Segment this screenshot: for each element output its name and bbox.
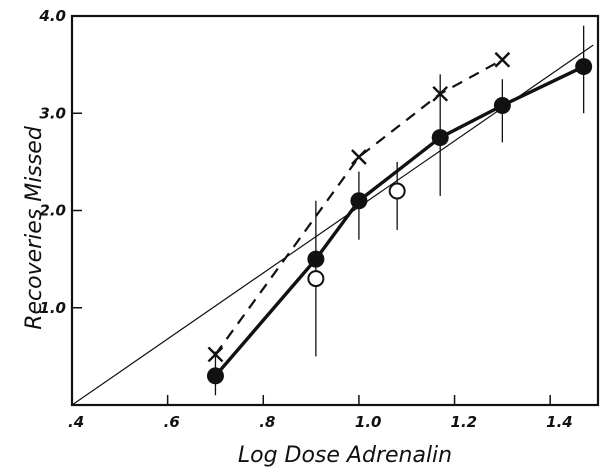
cross-point: [351, 149, 367, 165]
series-layer: [206, 51, 593, 385]
filled-circle-point: [493, 96, 511, 114]
cross-stroke: [351, 149, 367, 165]
cross-point: [494, 51, 511, 68]
filled-circle-point: [431, 129, 449, 147]
solid-series-line: [214, 65, 585, 377]
x-tick-label: .6: [164, 413, 180, 431]
open-circle-point: [388, 182, 406, 200]
open-circle-point: [307, 270, 325, 288]
x-tick-label: 1.0: [355, 413, 382, 431]
x-tick-label: .4: [68, 413, 84, 431]
y-tick-label: 3.0: [39, 104, 66, 122]
filled-circle-point: [307, 250, 325, 268]
cross-stroke: [432, 85, 449, 102]
tick-layer: .4 .6 .8 1.0 1.2 1.4 1.0 2.0 3.0 4.0: [38, 7, 572, 431]
y-tick-label: 1.0: [39, 299, 66, 317]
x-tick-label: .8: [259, 413, 275, 431]
cross-point: [207, 346, 224, 363]
filled-circle-point: [575, 58, 593, 76]
x-tick-label: 1.4: [546, 413, 573, 431]
x-tick-label: 1.2: [451, 413, 478, 431]
plot-border: [70, 14, 600, 407]
dashed-series-line: [214, 58, 503, 356]
y-tick-label: 4.0: [38, 7, 66, 25]
cross-point: [432, 85, 449, 102]
y-tick-label: 2.0: [39, 202, 66, 220]
x-axis-title: Log Dose Adrenalin: [238, 443, 452, 468]
cross-stroke: [494, 51, 511, 68]
error-bar-layer: [214, 25, 585, 396]
filled-circle-point: [350, 192, 368, 210]
filled-circle-point: [206, 367, 224, 385]
plot-area: [70, 14, 600, 407]
y-axis-title: Recoveries Missed: [22, 125, 47, 330]
cross-stroke: [207, 346, 224, 363]
